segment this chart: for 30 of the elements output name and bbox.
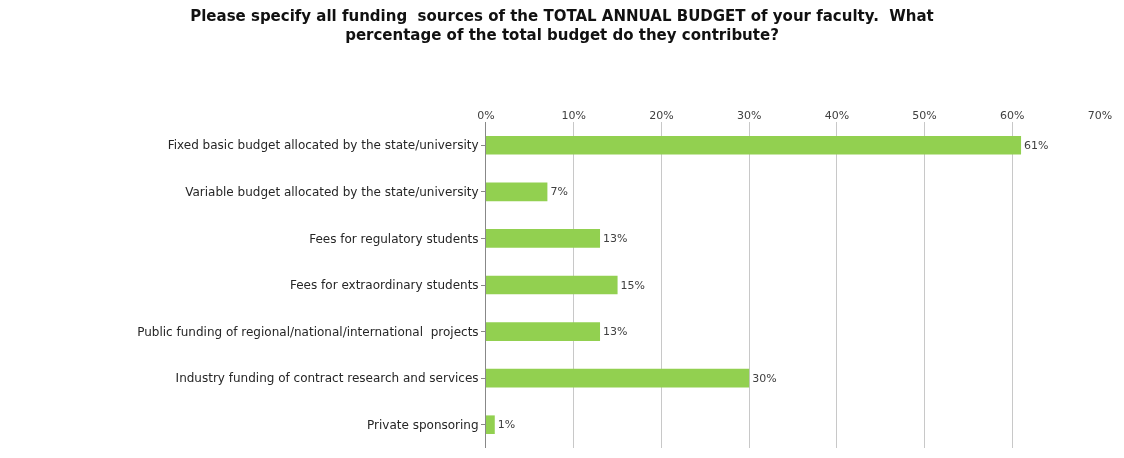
- x-tick-label: 50%: [912, 108, 937, 122]
- chart-title: Please specify all funding sources of the TOTAL ANNUAL BUDGET of your faculty. What percentage of the total budget do they contribute?: [190, 6, 934, 45]
- bar: [486, 229, 601, 248]
- data-label: 13%: [603, 231, 628, 245]
- y-tick-label: Industry funding of contract research and services: [175, 371, 479, 386]
- y-tick-label: Fixed basic budget allocated by the state/university: [167, 138, 479, 153]
- data-label: 1%: [497, 418, 516, 432]
- data-label: 13%: [603, 325, 628, 339]
- y-tick-label: Private sponsoring: [367, 417, 479, 432]
- x-tick-label: 20%: [649, 108, 674, 122]
- y-tick-label: Fees for extraordinary students: [289, 278, 479, 293]
- y-tick-label: Variable budget allocated by the state/university: [185, 185, 479, 200]
- x-tick-label: 30%: [736, 108, 762, 122]
- bar: [486, 275, 618, 295]
- bar: [486, 415, 495, 435]
- y-tick-label: Public funding of regional/national/international projects: [137, 324, 479, 339]
- data-label: 7%: [550, 185, 568, 199]
- x-tick-label: 40%: [824, 108, 850, 122]
- bar: [486, 182, 548, 202]
- x-tick-label: 70%: [1087, 108, 1113, 122]
- data-label: 15%: [620, 278, 646, 292]
- data-label: 61%: [1024, 138, 1049, 152]
- bar: [486, 368, 750, 388]
- y-tick-label: Fees for regulatory students: [309, 231, 479, 246]
- x-tick-label: 60%: [1000, 108, 1025, 122]
- bar: [486, 135, 1022, 155]
- bar: [486, 322, 601, 341]
- x-tick-label: 0%: [477, 108, 495, 122]
- x-tick-label: 10%: [561, 108, 586, 122]
- data-label: 30%: [752, 371, 777, 385]
